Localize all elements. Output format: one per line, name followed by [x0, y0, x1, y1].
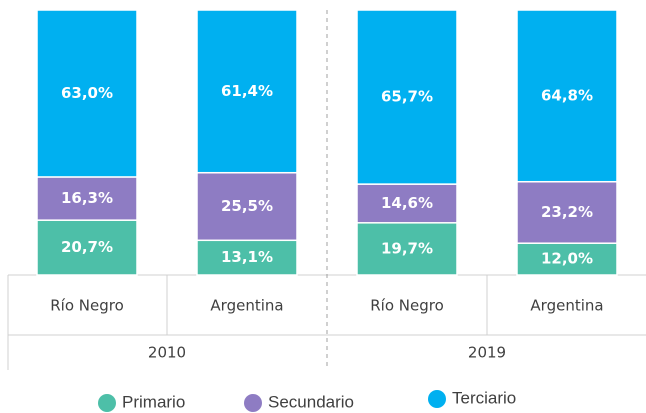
legend-label: Primario [122, 392, 185, 411]
bar-segment [196, 171, 298, 242]
bar-segment [356, 222, 458, 276]
value-label: 16,3% [61, 189, 113, 207]
bar-segment [356, 183, 458, 224]
value-label: 19,7% [381, 239, 433, 257]
group-label: 2019 [468, 344, 506, 362]
bar-segment [516, 9, 618, 183]
legend-marker [98, 394, 116, 412]
bar-segment [356, 9, 458, 185]
value-label: 20,7% [61, 238, 113, 256]
legend-label: Terciario [452, 388, 516, 407]
value-label: 64,8% [541, 86, 593, 104]
legend-marker [244, 394, 262, 412]
x-tick-label: Argentina [530, 297, 603, 315]
value-label: 63,0% [61, 84, 113, 102]
group-label: 2010 [148, 344, 186, 362]
legend-label: Secundario [268, 392, 354, 411]
bar-segment [36, 219, 138, 276]
legend-marker [428, 390, 446, 408]
bar-segment [196, 9, 298, 174]
value-label: 13,1% [221, 248, 273, 266]
x-tick-label: Río Negro [370, 297, 444, 315]
value-label: 25,5% [221, 197, 273, 215]
x-tick-label: Argentina [210, 297, 283, 315]
bar-segment [36, 176, 138, 221]
value-label: 61,4% [221, 82, 273, 100]
bar-segment [516, 242, 618, 276]
bar-segment [516, 180, 618, 244]
value-label: 23,2% [541, 203, 593, 221]
bar-segment [36, 9, 138, 178]
value-label: 14,6% [381, 194, 433, 212]
value-label: 12,0% [541, 250, 593, 268]
value-label: 65,7% [381, 88, 433, 106]
x-tick-label: Río Negro [50, 297, 124, 315]
